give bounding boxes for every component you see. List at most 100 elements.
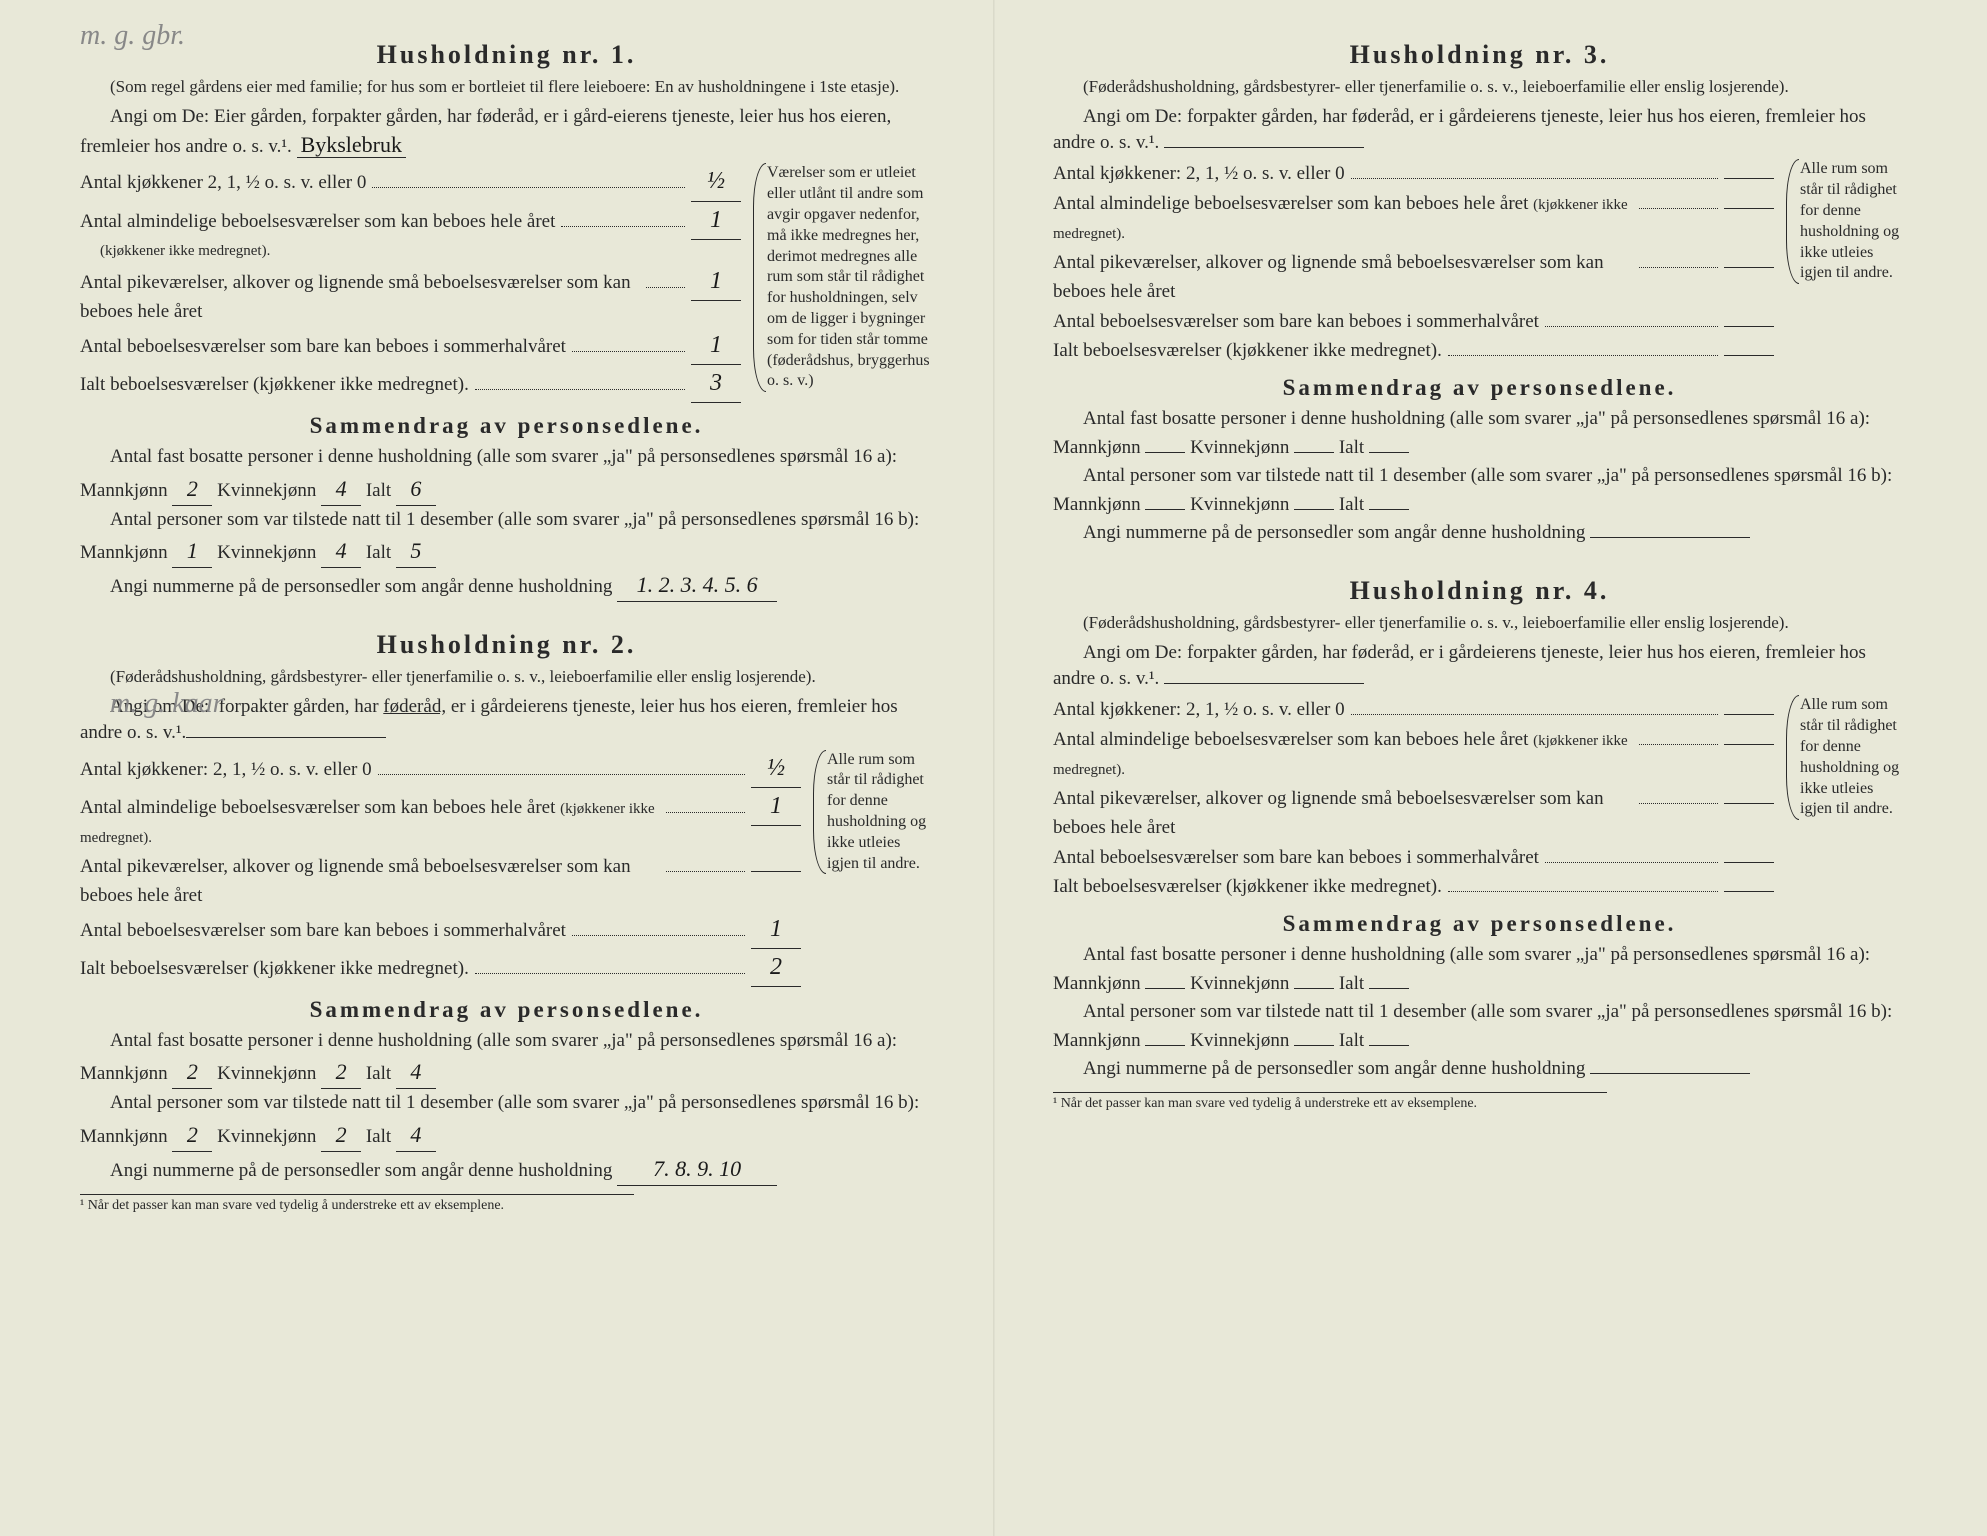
hh3-ordinary-label: Antal almindelige beboelsesværelser som … xyxy=(1053,189,1633,248)
hh3-16b-prefix: Antal personer som var tilstede natt til… xyxy=(1053,465,1892,515)
hh4-maid-label: Antal pikeværelser, alkover og lignende … xyxy=(1053,784,1633,843)
hh3-title: Husholdning nr. 3. xyxy=(1053,40,1906,70)
hh3-16a-prefix: Antal fast bosatte personer i denne hush… xyxy=(1053,408,1870,458)
hh3-angi: Angi om De: forpakter gården, har føderå… xyxy=(1053,104,1906,155)
hh1-numbers-line: Angi nummerne på de personsedler som ang… xyxy=(80,568,933,602)
hh1-i16b: 5 xyxy=(396,534,436,568)
label-kvinne: Kvinnekjønn xyxy=(1190,1030,1289,1051)
hh1-rooms: Antal kjøkkener 2, 1, ½ o. s. v. eller 0… xyxy=(80,163,741,403)
hh2-title: Husholdning nr. 2. xyxy=(80,630,933,660)
hh3-summer-label: Antal beboelsesværelser som bare kan beb… xyxy=(1053,307,1539,336)
hh1-total-val: 3 xyxy=(691,365,741,403)
hh2-summary-16b: Antal personer som var tilstede natt til… xyxy=(80,1089,933,1152)
hh2-maid-label: Antal pikeværelser, alkover og lignende … xyxy=(80,852,660,911)
hh4-i16b xyxy=(1369,1045,1409,1046)
hh2-m16b: 2 xyxy=(172,1118,212,1152)
hh1-numbers-label: Angi nummerne på de personsedler som ang… xyxy=(110,576,612,597)
hh3-maid-val xyxy=(1724,267,1774,268)
hh1-summer-val: 1 xyxy=(691,327,741,365)
hh2-k16b: 2 xyxy=(321,1118,361,1152)
hh3-numbers-label: Angi nummerne på de personsedler som ang… xyxy=(1083,522,1585,543)
label-kvinne: Kvinnekjønn xyxy=(1190,973,1289,994)
hh4-maid-val xyxy=(1724,803,1774,804)
census-form-spread: m. g. gbr. m. g. kaar Husholdning nr. 1.… xyxy=(0,0,1987,1536)
hh4-title: Husholdning nr. 4. xyxy=(1053,576,1906,606)
hh3-i16a xyxy=(1369,452,1409,453)
hh2-summer-val: 1 xyxy=(751,911,801,949)
margin-note-mid: m. g. kaar xyxy=(110,688,224,720)
hh3-summary-16b: Antal personer som var tilstede natt til… xyxy=(1053,462,1906,519)
household-1: Husholdning nr. 1. (Som regel gårdens ei… xyxy=(80,40,933,602)
hh3-numbers-line: Angi nummerne på de personsedler som ang… xyxy=(1053,519,1906,548)
hh3-m16b xyxy=(1145,509,1185,510)
right-footnote: ¹ Når det passer kan man svare ved tydel… xyxy=(1053,1092,1607,1112)
label-ialt: Ialt xyxy=(366,480,391,501)
hh2-numbers-line: Angi nummerne på de personsedler som ang… xyxy=(80,1152,933,1186)
hh2-m16a: 2 xyxy=(172,1055,212,1089)
hh2-underlined: føderåd, xyxy=(383,696,446,717)
hh2-numbers: 7. 8. 9. 10 xyxy=(617,1152,777,1186)
hh3-ordinary-val xyxy=(1724,208,1774,209)
household-4: Husholdning nr. 4. (Føderådshusholdning,… xyxy=(1053,576,1906,1112)
label-ialt: Ialt xyxy=(366,542,391,563)
hh4-subtitle: (Føderådshusholdning, gårdsbestyrer- ell… xyxy=(1053,612,1906,634)
hh3-summer-val xyxy=(1724,326,1774,327)
hh1-summary-16a: Antal fast bosatte personer i denne hush… xyxy=(80,443,933,506)
label-kvinne: Kvinnekjønn xyxy=(1190,494,1289,515)
hh1-kitchens-val: ½ xyxy=(691,163,741,201)
hh4-kitchens-val xyxy=(1724,714,1774,715)
hh1-subtitle: (Som regel gårdens eier med familie; for… xyxy=(80,76,933,98)
hh2-numbers-label: Angi nummerne på de personsedler som ang… xyxy=(110,1160,612,1181)
hh1-m16b: 1 xyxy=(172,534,212,568)
label-kvinne: Kvinnekjønn xyxy=(217,542,316,563)
hh3-kitchens-val xyxy=(1724,178,1774,179)
hh4-summer-val xyxy=(1724,862,1774,863)
hh1-summary-title: Sammendrag av personsedlene. xyxy=(80,413,933,439)
hh1-ordinary-label: Antal almindelige beboelsesværelser som … xyxy=(80,207,555,236)
hh4-ordinary-label: Antal almindelige beboelsesværelser som … xyxy=(1053,725,1633,784)
hh1-m16a: 2 xyxy=(172,472,212,506)
hh3-total-val xyxy=(1724,355,1774,356)
hh2-k16a: 2 xyxy=(321,1055,361,1089)
hh1-total-label: Ialt beboelsesværelser (kjøkkener ikke m… xyxy=(80,370,469,399)
hh4-numbers-label: Angi nummerne på de personsedler som ang… xyxy=(1083,1058,1585,1079)
label-kvinne: Kvinnekjønn xyxy=(217,1063,316,1084)
hh1-i16a: 6 xyxy=(396,472,436,506)
hh4-total-label: Ialt beboelsesværelser (kjøkkener ikke m… xyxy=(1053,872,1442,901)
hh3-rooms: Antal kjøkkener: 2, 1, ½ o. s. v. eller … xyxy=(1053,159,1774,365)
left-footnote: ¹ Når det passer kan man svare ved tydel… xyxy=(80,1194,634,1214)
right-page: Husholdning nr. 3. (Føderådshusholdning,… xyxy=(993,0,1986,1536)
hh1-summer-label: Antal beboelsesværelser som bare kan beb… xyxy=(80,332,566,361)
hh2-summary-16a: Antal fast bosatte personer i denne hush… xyxy=(80,1027,933,1090)
hh4-total-val xyxy=(1724,891,1774,892)
hh1-ordinary-note: (kjøkkener ikke medregnet). xyxy=(80,240,741,263)
hh4-kitchens-label: Antal kjøkkener: 2, 1, ½ o. s. v. eller … xyxy=(1053,695,1345,724)
margin-note-top: m. g. gbr. xyxy=(80,20,185,52)
hh3-maid-label: Antal pikeværelser, alkover og lignende … xyxy=(1053,248,1633,307)
label-ialt: Ialt xyxy=(1339,494,1364,515)
hh2-i16a: 4 xyxy=(396,1055,436,1089)
hh2-angi-blank xyxy=(186,737,386,738)
hh1-angi-text: Angi om De: Eier gården, forpakter gårde… xyxy=(80,106,891,157)
hh4-rooms: Antal kjøkkener: 2, 1, ½ o. s. v. eller … xyxy=(1053,695,1774,901)
hh4-16b-prefix: Antal personer som var tilstede natt til… xyxy=(1053,1001,1892,1051)
hh4-summer-label: Antal beboelsesværelser som bare kan beb… xyxy=(1053,843,1539,872)
hh2-ordinary-val: 1 xyxy=(751,788,801,826)
label-ialt: Ialt xyxy=(1339,437,1364,458)
hh4-side-note: Alle rum som står til rådighet for denne… xyxy=(1786,695,1906,820)
hh1-angi-value: Bykslebruk xyxy=(297,132,406,158)
hh4-16a-prefix: Antal fast bosatte personer i denne hush… xyxy=(1053,944,1870,994)
hh2-kitchens-val: ½ xyxy=(751,750,801,788)
hh2-side-note: Alle rum som står til rådighet for denne… xyxy=(813,750,933,875)
label-kvinne: Kvinnekjønn xyxy=(217,1126,316,1147)
hh4-angi-text: Angi om De: forpakter gården, har føderå… xyxy=(1053,642,1866,689)
hh2-i16b: 4 xyxy=(396,1118,436,1152)
hh3-angi-text: Angi om De: forpakter gården, har føderå… xyxy=(1053,106,1866,153)
hh1-k16a: 4 xyxy=(321,472,361,506)
hh2-summer-label: Antal beboelsesværelser som bare kan beb… xyxy=(80,916,566,945)
household-3: Husholdning nr. 3. (Føderådshusholdning,… xyxy=(1053,40,1906,548)
hh4-numbers xyxy=(1590,1073,1750,1074)
hh4-angi-blank xyxy=(1164,683,1364,684)
label-ialt: Ialt xyxy=(1339,1030,1364,1051)
hh4-k16b xyxy=(1294,1045,1334,1046)
